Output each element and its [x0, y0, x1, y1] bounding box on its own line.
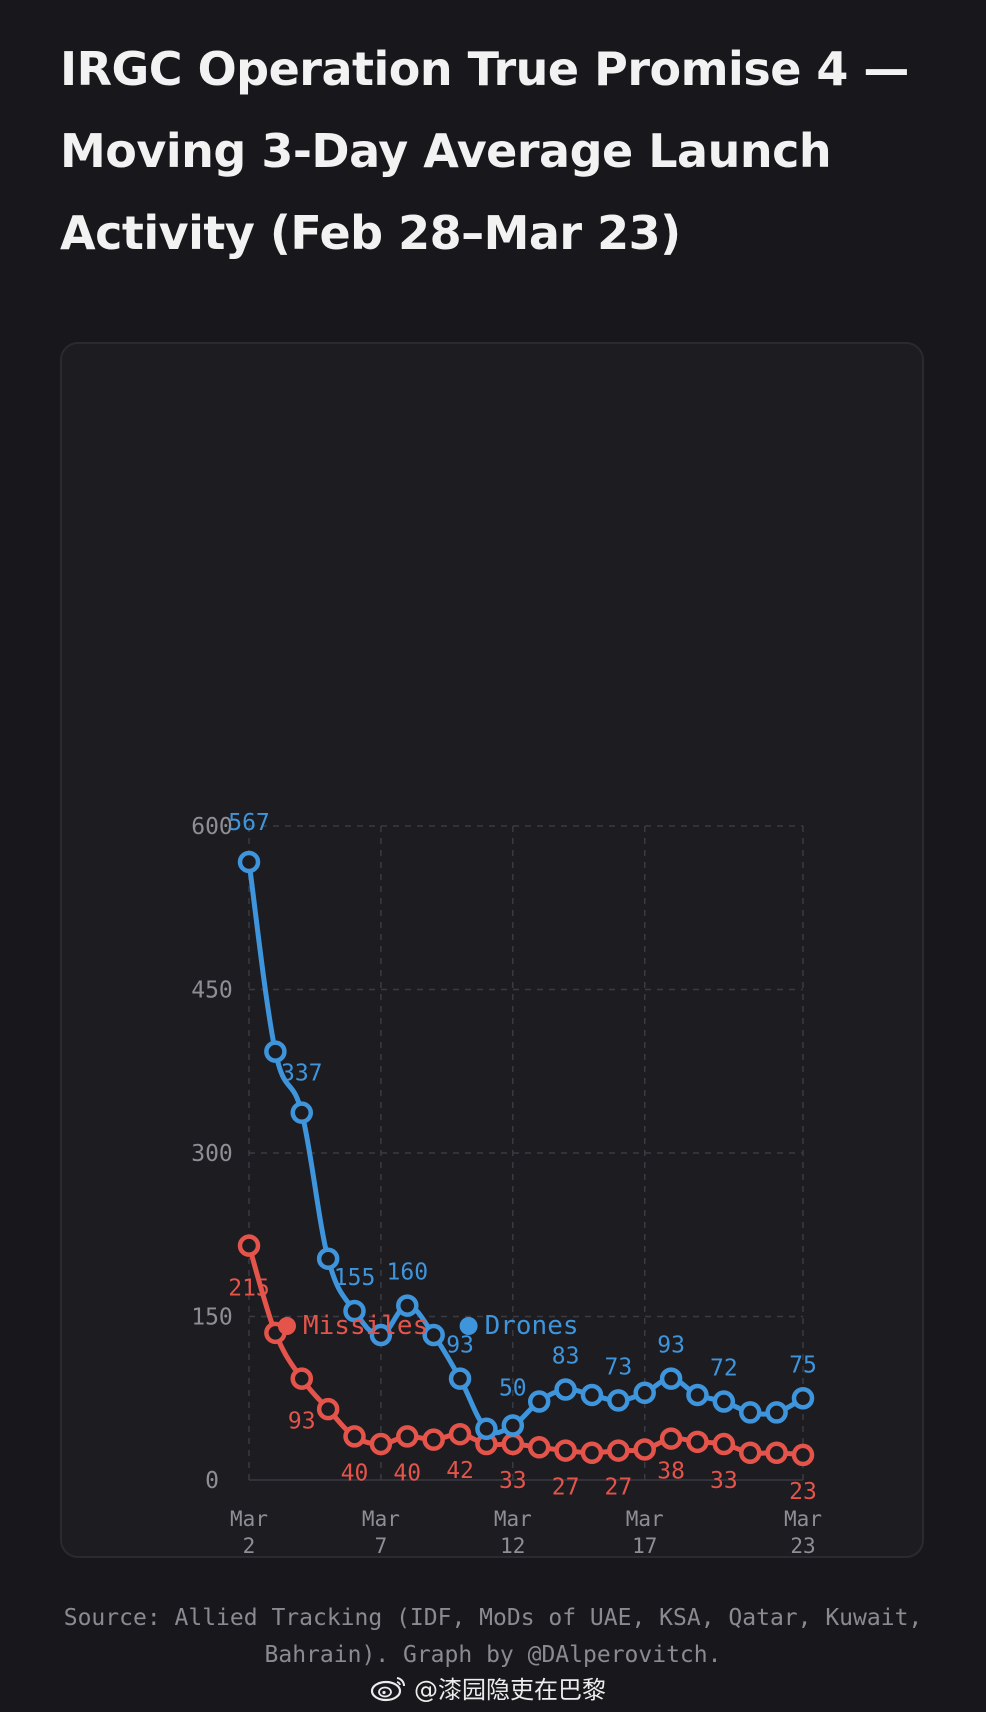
y-tick-label: 600: [191, 814, 233, 840]
y-tick-label: 450: [191, 978, 233, 1004]
x-tick-label-day: 23: [790, 1534, 815, 1558]
y-tick-label: 0: [205, 1468, 219, 1494]
drones-data-point: [659, 1367, 683, 1390]
missiles-data-label: 33: [710, 1468, 738, 1494]
drones-data-point: [396, 1294, 419, 1317]
drones-data-point: [475, 1417, 498, 1441]
missiles-data-point: [369, 1432, 393, 1456]
chart-card: 0 150 300 450 600 Mar 2 Mar 7 Mar 12 Mar 17 Mar 23 215 9…: [60, 342, 924, 1558]
drones-legend-marker: [459, 1317, 478, 1335]
drones-data-point: [765, 1401, 788, 1424]
missiles-data-label: 42: [446, 1458, 474, 1484]
drones-data-point: [738, 1401, 762, 1424]
drones-data-label: 75: [789, 1352, 817, 1378]
x-tick-label-day: 2: [243, 1534, 256, 1558]
missiles-data-point: [765, 1441, 788, 1464]
drones-data-label: 155: [334, 1265, 376, 1291]
drones-data-point: [369, 1323, 393, 1347]
drones-data-label: 50: [499, 1376, 527, 1402]
drones-data-point: [580, 1383, 604, 1407]
drones-data-point: [448, 1367, 472, 1390]
missiles-data-label: 27: [604, 1475, 632, 1501]
missiles-data-point: [237, 1234, 261, 1257]
missiles-data-label: 93: [288, 1409, 316, 1435]
drones-legend-label: Drones: [485, 1311, 579, 1341]
missiles-data-label: 27: [552, 1475, 580, 1501]
drones-data-point: [237, 850, 261, 874]
drones-data-label: 73: [604, 1354, 632, 1380]
source-note: Source: Allied Tracking (IDF, MoDs of UA…: [63, 1605, 923, 1668]
drones-data-point: [712, 1390, 736, 1413]
missiles-data-point: [396, 1425, 419, 1448]
x-tick-label-month: Mar: [784, 1507, 822, 1531]
missiles-data-point: [554, 1439, 577, 1462]
missiles-data-point: [607, 1439, 630, 1462]
missiles-data-point: [580, 1441, 604, 1464]
drones-data-point: [527, 1390, 551, 1413]
x-tick-label-month: Mar: [230, 1507, 268, 1531]
missiles-data-label: 40: [393, 1460, 421, 1486]
x-tick-label-month: Mar: [626, 1507, 664, 1531]
x-tick-label-month: Mar: [362, 1507, 400, 1531]
drones-data-label: 567: [228, 810, 270, 836]
drones-data-label: 72: [710, 1356, 738, 1382]
drones-data-point: [607, 1389, 630, 1412]
missiles-data-point: [686, 1430, 709, 1454]
drones-data-point: [686, 1383, 709, 1407]
missiles-legend-marker: [278, 1317, 296, 1335]
y-tick-label: 150: [191, 1305, 233, 1331]
line-chart: 0150300450600Mar2Mar7Mar12Mar17Mar232159…: [191, 810, 822, 1558]
missiles-data-point: [633, 1438, 656, 1461]
drones-data-label: 83: [552, 1344, 580, 1370]
x-tick-label-day: 7: [375, 1534, 388, 1558]
drones-data-point: [501, 1414, 525, 1437]
x-tick-label-day: 17: [632, 1534, 657, 1558]
x-tick-label-month: Mar: [494, 1507, 532, 1531]
missiles-data-label: 38: [657, 1459, 685, 1485]
missiles-data-point: [712, 1432, 736, 1456]
drones-data-point: [633, 1381, 656, 1405]
x-tick-label-day: 12: [500, 1534, 525, 1558]
drones-data-label: 337: [281, 1061, 323, 1087]
drones-data-point: [554, 1378, 577, 1401]
drones-data-point: [343, 1299, 366, 1323]
missiles-data-point: [527, 1436, 551, 1459]
drones-data-point: [316, 1247, 340, 1270]
missiles-data-label: 23: [789, 1479, 817, 1505]
missiles-data-point: [422, 1428, 445, 1451]
drones-data-point: [791, 1387, 815, 1410]
missiles-data-point: [448, 1422, 472, 1446]
watermark: @漆园隐吏在巴黎: [370, 1670, 606, 1705]
missiles-legend-label: Missiles: [303, 1311, 428, 1341]
missiles-data-point: [659, 1427, 683, 1450]
missiles-data-label: 215: [228, 1276, 270, 1302]
watermark-text: @漆园隐吏在巴黎: [414, 1676, 606, 1704]
missiles-data-point: [316, 1397, 340, 1421]
missiles-data-point: [738, 1441, 762, 1464]
missiles-data-point: [501, 1432, 525, 1456]
weibo-logo-icon: [370, 1676, 406, 1701]
missiles-data-label: 40: [341, 1460, 369, 1486]
chart-title: IRGC Operation True Promise 4 — Moving 3…: [60, 42, 909, 260]
drones-series-line: [246, 859, 806, 1436]
drones-data-label: 93: [446, 1333, 474, 1359]
drones-data-point: [264, 1040, 287, 1063]
y-tick-label: 300: [191, 1141, 233, 1167]
drones-data-point: [290, 1101, 314, 1124]
missiles-data-point: [343, 1425, 366, 1448]
drones-data-label: 160: [387, 1260, 429, 1286]
missiles-data-label: 33: [499, 1468, 527, 1494]
drones-data-label: 93: [657, 1333, 685, 1359]
missiles-data-point: [290, 1367, 314, 1390]
missiles-data-point: [791, 1443, 815, 1467]
drones-data-point: [422, 1323, 445, 1347]
